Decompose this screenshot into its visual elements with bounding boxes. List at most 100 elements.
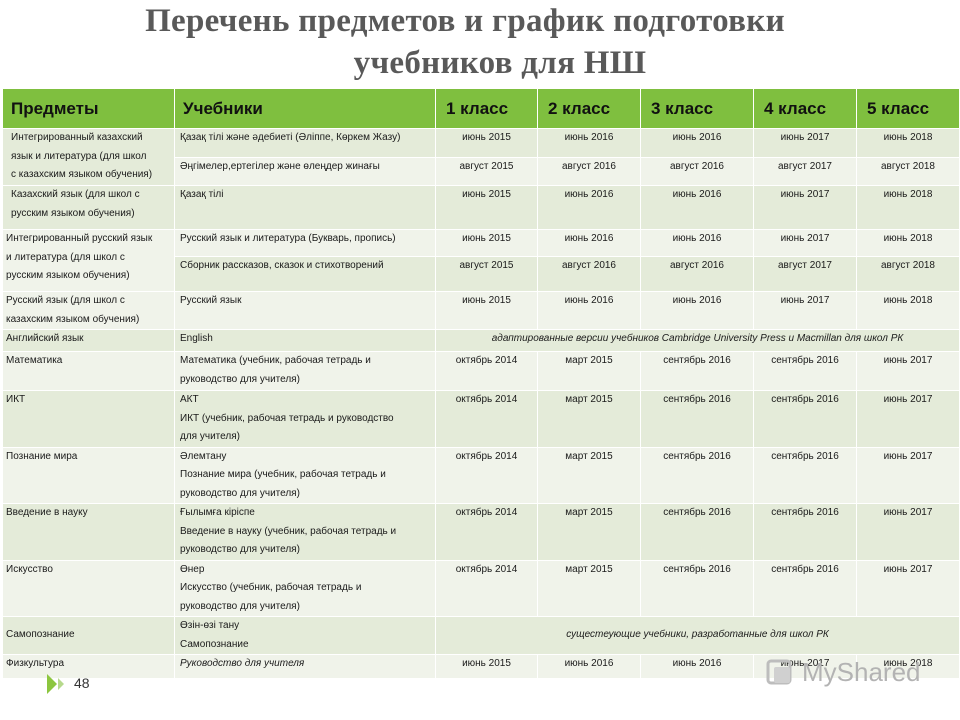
textbook-line: руководство для учителя) (180, 373, 300, 385)
grade-4-date: сентябрь 2016 (753, 559, 857, 617)
subject-line: Русский язык (для школ с (6, 295, 125, 306)
grade-3-date: июнь 2016 (640, 291, 754, 330)
grade-2-date: март 2015 (537, 559, 641, 617)
subject-line: Казахский язык (для школ с (11, 189, 140, 200)
grade-2-date: июнь 2016 (537, 291, 641, 330)
grade-2-date: март 2015 (537, 503, 641, 561)
subject-cell: Казахский язык (для школ с русским языко… (2, 185, 175, 230)
schedule-note: адаптированные версии учебников Cambridg… (435, 329, 960, 352)
grade-4-date: июнь 2017 (753, 291, 857, 330)
subject-line: и литература (для школ с (6, 251, 125, 263)
textbook-line: Русский язык и литература (Букварь, проп… (180, 233, 396, 244)
subject-line: Введение в науку (6, 507, 88, 518)
textbook-line: Самопознание (180, 638, 249, 650)
grade-2-date: август 2016 (537, 256, 641, 292)
subject-line: Английский язык (6, 333, 84, 344)
column-header-grade-2: 2 класс (537, 88, 641, 129)
grade-4-date: июнь 2017 (753, 185, 857, 230)
grade-2-date: июнь 2016 (537, 654, 641, 679)
grade-5-date: июнь 2018 (856, 128, 960, 158)
grade-4-date: июнь 2017 (753, 128, 857, 158)
subject-line: Самопознание (6, 629, 75, 641)
subject-cell: Самопознание (2, 616, 175, 655)
subject-cell: Интегрированный казахский язык и литерат… (2, 128, 175, 186)
subject-line: язык и литература (для школ (11, 150, 147, 162)
table-row: Интегрированный русский язык и литератур… (2, 229, 960, 292)
table-row: Самопознание Өзін-өзі тану Самопознание … (2, 616, 960, 655)
column-header-grade-3: 3 класс (640, 88, 754, 129)
table-row: Русский язык (для школ с казахским языко… (2, 291, 960, 330)
grade-1-date: июнь 2015 (435, 229, 538, 257)
textbook-line: Ғылымға кіріспе (180, 507, 255, 518)
textbook-line: Қазақ тілі және әдебиеті (Әліппе, Көркем… (180, 132, 401, 143)
page-number: 48 (74, 675, 90, 691)
textbook-line: Русский язык (180, 295, 242, 306)
table-row: Әңгімелер,ертегілер және өлеңдер жинағы … (3, 157, 960, 186)
grade-5-date: июнь 2017 (856, 503, 960, 561)
grade-3-date: июнь 2016 (640, 654, 754, 679)
myshared-logo-icon (766, 658, 796, 698)
textbook-line: Сборник рассказов, сказок и стихотворени… (180, 260, 384, 271)
grade-3-date: июнь 2016 (640, 229, 754, 257)
textbook-line: Өнер (180, 563, 205, 575)
grade-1-date: август 2015 (435, 256, 538, 292)
grade-1-date: июнь 2015 (435, 654, 538, 679)
subject-cell: Интегрированный русский язык и литератур… (2, 229, 175, 292)
textbook-cell: Өнер Искусство (учебник, рабочая тетрадь… (174, 559, 436, 617)
grade-5-date: июнь 2017 (856, 351, 960, 391)
table-row: Введение в науку Ғылымға кіріспе Введени… (2, 503, 960, 561)
subject-cell: Искусство (2, 559, 175, 617)
grade-5-date: август 2018 (856, 256, 960, 292)
grade-4-date: сентябрь 2016 (753, 446, 857, 504)
grade-3-date: сентябрь 2016 (640, 446, 754, 504)
textbook-schedule-table: Предметы Учебники 1 класс 2 класс 3 клас… (2, 88, 960, 679)
textbook-line: Познание мира (учебник, рабочая тетрадь … (180, 469, 386, 480)
subject-cell: Английский язык (2, 329, 175, 352)
grade-1-date: июнь 2015 (435, 128, 538, 158)
subject-line: Математика (6, 355, 63, 366)
subject-line: казахским языком обучения) (6, 313, 140, 325)
slide-title: Перечень предметов и график подготовки у… (0, 0, 960, 84)
textbook-line: Математика (учебник, рабочая тетрадь и (180, 355, 371, 366)
table-row: Искусство Өнер Искусство (учебник, рабоч… (2, 559, 960, 617)
textbook-cell: Руководство для учителя (174, 654, 436, 679)
textbook-line: Искусство (учебник, рабочая тетрадь и (180, 582, 362, 593)
grade-1-date: август 2015 (435, 157, 538, 186)
column-header-grade-1: 1 класс (435, 88, 538, 129)
subject-cell: Русский язык (для школ с казахским языко… (2, 291, 175, 330)
textbook-cell: Қазақ тілі (174, 185, 436, 230)
grade-3-date: август 2016 (640, 256, 754, 292)
grade-5-date: июнь 2018 (856, 185, 960, 230)
table-row: Сборник рассказов, сказок и стихотворени… (3, 256, 960, 292)
grade-5-date: июнь 2018 (856, 654, 960, 679)
watermark-text: MyShared (802, 657, 921, 687)
column-header-grade-4: 4 класс (753, 88, 857, 129)
slide-title-line-2: учебников для НШ (353, 45, 647, 81)
subject-line: Интегрированный казахский (11, 132, 143, 143)
grade-3-date: сентябрь 2016 (640, 351, 754, 391)
column-header-textbooks: Учебники (174, 88, 436, 129)
grade-3-date: сентябрь 2016 (640, 503, 754, 561)
grade-1-date: октябрь 2014 (435, 446, 538, 504)
grade-4-date: август 2017 (753, 256, 857, 292)
grade-1-date: октябрь 2014 (435, 351, 538, 391)
textbook-line: Өзін-өзі тану (180, 620, 240, 631)
column-header-grade-5: 5 класс (856, 88, 960, 129)
table-row: Познание мира Әлемтану Познание мира (уч… (2, 446, 960, 504)
textbook-cell: Әңгімелер,ертегілер және өлеңдер жинағы (174, 157, 436, 186)
grade-2-date: март 2015 (537, 351, 641, 391)
grade-5-date: июнь 2018 (856, 291, 960, 330)
grade-1-date: октябрь 2014 (435, 559, 538, 617)
textbook-cell: Өзін-өзі тану Самопознание (174, 616, 436, 655)
column-header-subjects: Предметы (2, 88, 175, 129)
textbook-cell: АКТ ИКТ (учебник, рабочая тетрадь и руко… (174, 390, 436, 448)
subject-line: ИКТ (6, 394, 26, 405)
table-row: Английский язык English адаптированные в… (2, 329, 960, 352)
textbook-line: АКТ (180, 394, 199, 405)
textbook-line: English (180, 333, 213, 344)
grade-2-date: июнь 2016 (537, 128, 641, 158)
grade-3-date: сентябрь 2016 (640, 559, 754, 617)
grade-5-date: июнь 2017 (856, 559, 960, 617)
table-header-row: Предметы Учебники 1 класс 2 класс 3 клас… (2, 88, 960, 129)
subject-line: Искусство (6, 563, 53, 575)
